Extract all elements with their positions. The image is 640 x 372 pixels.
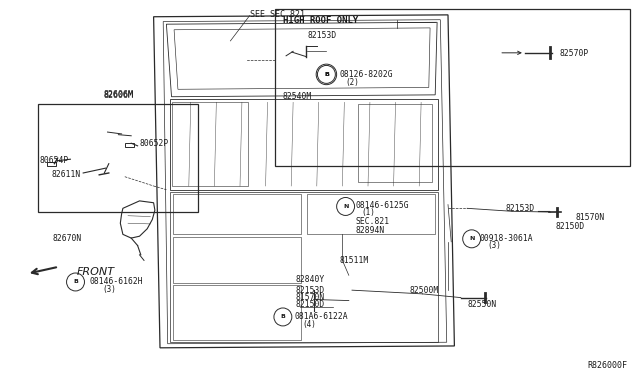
Text: (4): (4): [302, 320, 316, 329]
Text: 82150D: 82150D: [296, 300, 325, 309]
Text: 81511M: 81511M: [339, 256, 369, 265]
Text: 00918-3061A: 00918-3061A: [480, 234, 534, 243]
Text: 80652P: 80652P: [140, 139, 169, 148]
Text: SEC.821: SEC.821: [355, 217, 389, 226]
Text: 82540M: 82540M: [283, 92, 312, 101]
Bar: [307, 194, 435, 234]
Text: B: B: [324, 72, 329, 77]
Text: 081A6-6122A: 081A6-6122A: [294, 312, 348, 321]
Bar: [125, 143, 134, 147]
Text: N: N: [343, 204, 348, 209]
Text: (1): (1): [362, 208, 376, 217]
Text: 82550N: 82550N: [467, 300, 497, 309]
Bar: [38, 104, 198, 212]
Text: 82570P: 82570P: [560, 49, 589, 58]
Text: R826000F: R826000F: [588, 361, 627, 370]
Bar: [172, 102, 248, 186]
Bar: [47, 162, 56, 166]
Text: 08126-8202G: 08126-8202G: [339, 70, 393, 79]
Text: 82894N: 82894N: [355, 226, 385, 235]
Text: 81570N: 81570N: [576, 213, 605, 222]
Text: 81570N: 81570N: [296, 293, 325, 302]
Bar: [173, 285, 301, 340]
Text: B: B: [324, 72, 329, 77]
Bar: [358, 104, 432, 182]
Text: HIGH ROOF ONLY: HIGH ROOF ONLY: [283, 16, 358, 25]
Text: N: N: [469, 236, 474, 241]
Text: 08146-6125G: 08146-6125G: [355, 201, 409, 210]
Text: 80654P: 80654P: [40, 156, 69, 165]
Bar: [173, 237, 301, 283]
Text: (3): (3): [488, 241, 502, 250]
Bar: [170, 192, 438, 342]
Text: 82611N: 82611N: [51, 170, 81, 179]
Text: 82606M: 82606M: [104, 92, 133, 100]
Text: 82153D: 82153D: [307, 31, 337, 40]
Text: 82606M: 82606M: [104, 90, 133, 99]
Bar: [275, 9, 630, 166]
Text: SEE SEC.821: SEE SEC.821: [250, 10, 305, 19]
Bar: [170, 99, 438, 190]
Text: 82500M: 82500M: [410, 286, 439, 295]
Text: 82670N: 82670N: [52, 234, 82, 243]
Text: B: B: [73, 279, 78, 285]
Text: B: B: [280, 314, 285, 320]
Text: (2): (2): [346, 78, 360, 87]
Text: 82153D: 82153D: [296, 286, 325, 295]
Text: 82153D: 82153D: [506, 204, 535, 213]
Text: 08146-6162H: 08146-6162H: [90, 278, 143, 286]
Text: 82150D: 82150D: [556, 222, 585, 231]
Text: 82840Y: 82840Y: [296, 275, 325, 284]
Text: FRONT: FRONT: [77, 267, 115, 277]
Bar: [173, 194, 301, 234]
Text: (3): (3): [102, 285, 116, 294]
